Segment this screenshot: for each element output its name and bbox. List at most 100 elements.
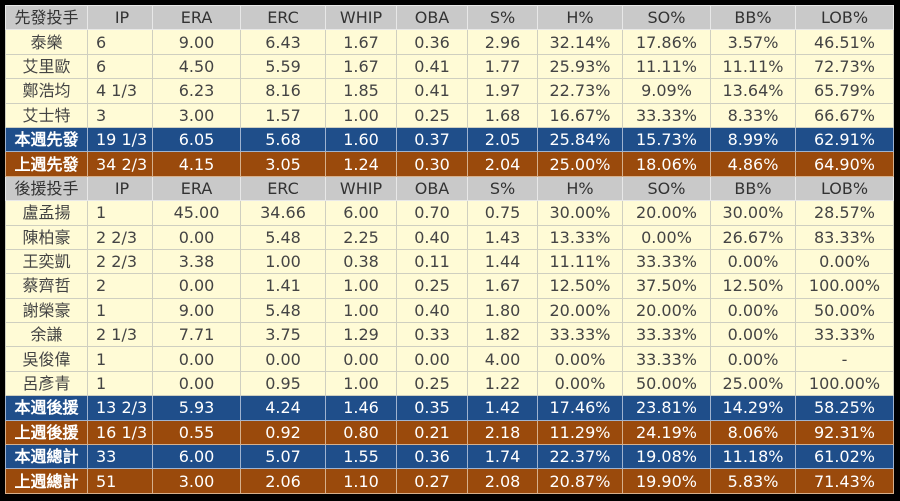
column-header-h-pct: H%: [537, 175, 623, 202]
cell-so-pct: 33.33%: [622, 322, 711, 348]
cell-oba: 0.27: [396, 468, 468, 494]
cell-oba: 0.33: [396, 322, 468, 348]
cell-h-pct: 32.14%: [537, 29, 623, 55]
cell-ip: 34 2/3: [87, 151, 153, 177]
cell-lob-pct: 100.00%: [795, 273, 894, 299]
cell-s-pct: 1.44: [467, 248, 538, 275]
pitcher-row: 謝榮豪 1 9.00 5.48 1.00 0.40 1.80 20.00% 20.00% 0.00…: [5, 297, 894, 324]
cell-name: 呂彥青: [5, 370, 88, 397]
column-header-name: 先發投手: [5, 4, 88, 31]
header-row: 後援投手 IP ERA ERC WHIP OBA S% H% SO% BB% LOB%: [5, 175, 894, 202]
cell-oba: 0.36: [396, 444, 468, 470]
cell-whip: 1.29: [325, 322, 397, 348]
header-row: 先發投手 IP ERA ERC WHIP OBA S% H% SO% BB% LOB%: [5, 4, 894, 31]
cell-h-pct: 20.00%: [537, 297, 623, 324]
cell-so-pct: 50.00%: [622, 370, 711, 397]
cell-erc: 5.48: [240, 224, 326, 250]
pitcher-row: 艾里歐 6 4.50 5.59 1.67 0.41 1.77 25.93% 11.11% 11.1…: [5, 53, 894, 80]
column-header-bb-pct: BB%: [710, 175, 796, 202]
pitcher-row: 鄭浩均 4 1/3 6.23 8.16 1.85 0.41 1.97 22.73% 9.09% 1…: [5, 78, 894, 104]
cell-so-pct: 18.06%: [622, 151, 711, 177]
cell-h-pct: 11.11%: [537, 248, 623, 275]
cell-s-pct: 2.04: [467, 151, 538, 177]
cell-s-pct: 4.00: [467, 346, 538, 372]
column-header-erc: ERC: [240, 4, 326, 31]
cell-so-pct: 33.33%: [622, 248, 711, 275]
column-header-whip: WHIP: [325, 4, 397, 31]
cell-bb-pct: 5.83%: [710, 468, 796, 494]
cell-name: 盧孟揚: [5, 200, 88, 226]
cell-s-pct: 1.82: [467, 322, 538, 348]
pitcher-row: 盧孟揚 1 45.00 34.66 6.00 0.70 0.75 30.00% 20.00% 30…: [5, 200, 894, 226]
last-week-total-row: 上週先發 34 2/3 4.15 3.05 1.24 0.30 2.04 25.00% 18.0…: [5, 151, 894, 177]
cell-erc: 1.41: [240, 273, 326, 299]
this-week-total-row: 本週總計 33 6.00 5.07 1.55 0.36 1.74 22.37% 19.08% 11…: [5, 444, 894, 470]
cell-h-pct: 22.37%: [537, 444, 623, 470]
column-header-era: ERA: [152, 4, 241, 31]
cell-s-pct: 0.75: [467, 200, 538, 226]
column-header-h-pct: H%: [537, 4, 623, 31]
cell-so-pct: 19.90%: [622, 468, 711, 494]
pitching-stats-panel: 先發投手 IP ERA ERC WHIP OBA S% H% SO% BB% LOB% 泰樂 6 9.00…: [5, 4, 894, 494]
cell-erc: 0.95: [240, 370, 326, 397]
cell-lob-pct: 92.31%: [795, 419, 894, 446]
cell-s-pct: 1.97: [467, 78, 538, 104]
cell-ip: 13 2/3: [87, 395, 153, 421]
cell-bb-pct: 30.00%: [710, 200, 796, 226]
cell-ip: 2: [87, 273, 153, 299]
cell-so-pct: 23.81%: [622, 395, 711, 421]
cell-lob-pct: 33.33%: [795, 322, 894, 348]
cell-oba: 0.25: [396, 370, 468, 397]
cell-whip: 2.25: [325, 224, 397, 250]
cell-s-pct: 1.68: [467, 102, 538, 128]
cell-bb-pct: 8.33%: [710, 102, 796, 128]
cell-erc: 0.00: [240, 346, 326, 372]
cell-bb-pct: 25.00%: [710, 370, 796, 397]
cell-ip: 1: [87, 200, 153, 226]
cell-h-pct: 25.93%: [537, 53, 623, 80]
cell-name: 上週總計: [5, 468, 88, 494]
cell-oba: 0.30: [396, 151, 468, 177]
cell-bb-pct: 11.11%: [710, 53, 796, 80]
cell-so-pct: 11.11%: [622, 53, 711, 80]
pitcher-row: 泰樂 6 9.00 6.43 1.67 0.36 2.96 32.14% 17.86% 3.57%…: [5, 29, 894, 55]
cell-s-pct: 1.22: [467, 370, 538, 397]
cell-erc: 3.75: [240, 322, 326, 348]
cell-h-pct: 25.84%: [537, 126, 623, 153]
cell-oba: 0.25: [396, 102, 468, 128]
cell-ip: 16 1/3: [87, 419, 153, 446]
cell-lob-pct: 50.00%: [795, 297, 894, 324]
cell-lob-pct: 28.57%: [795, 200, 894, 226]
cell-ip: 51: [87, 468, 153, 494]
cell-era: 9.00: [152, 297, 241, 324]
cell-whip: 1.00: [325, 297, 397, 324]
cell-whip: 0.80: [325, 419, 397, 446]
cell-bb-pct: 0.00%: [710, 297, 796, 324]
cell-so-pct: 33.33%: [622, 102, 711, 128]
cell-bb-pct: 11.18%: [710, 444, 796, 470]
cell-lob-pct: 72.73%: [795, 53, 894, 80]
cell-era: 4.50: [152, 53, 241, 80]
cell-ip: 1: [87, 297, 153, 324]
cell-oba: 0.36: [396, 29, 468, 55]
cell-s-pct: 2.05: [467, 126, 538, 153]
cell-erc: 34.66: [240, 200, 326, 226]
cell-ip: 3: [87, 102, 153, 128]
cell-h-pct: 20.87%: [537, 468, 623, 494]
cell-so-pct: 33.33%: [622, 346, 711, 372]
cell-whip: 1.00: [325, 273, 397, 299]
cell-bb-pct: 0.00%: [710, 322, 796, 348]
column-header-lob-pct: LOB%: [795, 4, 894, 31]
cell-s-pct: 2.18: [467, 419, 538, 446]
cell-name: 鄭浩均: [5, 78, 88, 104]
cell-name: 本週先發: [5, 126, 88, 153]
cell-h-pct: 25.00%: [537, 151, 623, 177]
cell-whip: 1.24: [325, 151, 397, 177]
cell-era: 3.00: [152, 468, 241, 494]
cell-lob-pct: 62.91%: [795, 126, 894, 153]
column-header-lob-pct: LOB%: [795, 175, 894, 202]
cell-oba: 0.21: [396, 419, 468, 446]
this-week-total-row: 本週後援 13 2/3 5.93 4.24 1.46 0.35 1.42 17.46% 23.8…: [5, 395, 894, 421]
column-header-oba: OBA: [396, 4, 468, 31]
cell-lob-pct: 58.25%: [795, 395, 894, 421]
